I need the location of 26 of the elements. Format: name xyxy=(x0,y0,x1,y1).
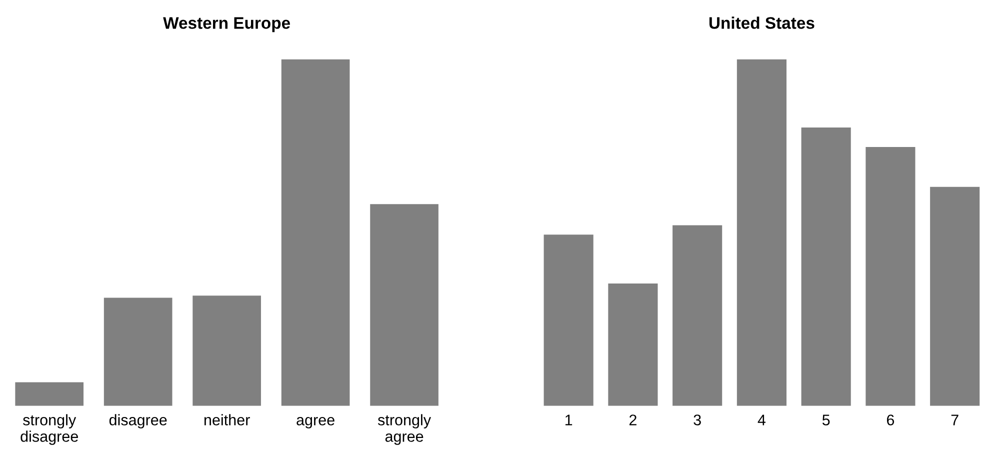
x-tick-label: strongly agree xyxy=(378,414,432,445)
bar xyxy=(192,296,261,406)
bar xyxy=(930,186,980,406)
x-tick-label: agree xyxy=(296,417,334,428)
bar xyxy=(866,146,916,406)
bar xyxy=(104,298,172,406)
chart-title: Western Europe xyxy=(163,17,290,32)
bar xyxy=(736,59,786,406)
x-tick-label: 7 xyxy=(951,414,958,426)
bar xyxy=(370,204,438,406)
x-tick-label: 4 xyxy=(758,414,766,426)
bar xyxy=(281,59,350,406)
x-tick-label: neither xyxy=(204,414,250,426)
x-tick-label: 2 xyxy=(629,414,636,426)
bar xyxy=(801,128,851,406)
x-tick-label: 6 xyxy=(886,414,894,426)
x-tick-label: 5 xyxy=(822,414,830,426)
x-tick-label: strongly disagree xyxy=(20,414,78,445)
bar xyxy=(672,225,722,406)
bar xyxy=(608,284,658,406)
bar xyxy=(15,382,84,406)
chart-title: United States xyxy=(709,16,814,29)
x-tick-label: 3 xyxy=(694,414,701,426)
x-tick-label: 1 xyxy=(565,414,572,426)
x-tick-label: disagree xyxy=(109,414,167,428)
bar xyxy=(544,234,594,406)
